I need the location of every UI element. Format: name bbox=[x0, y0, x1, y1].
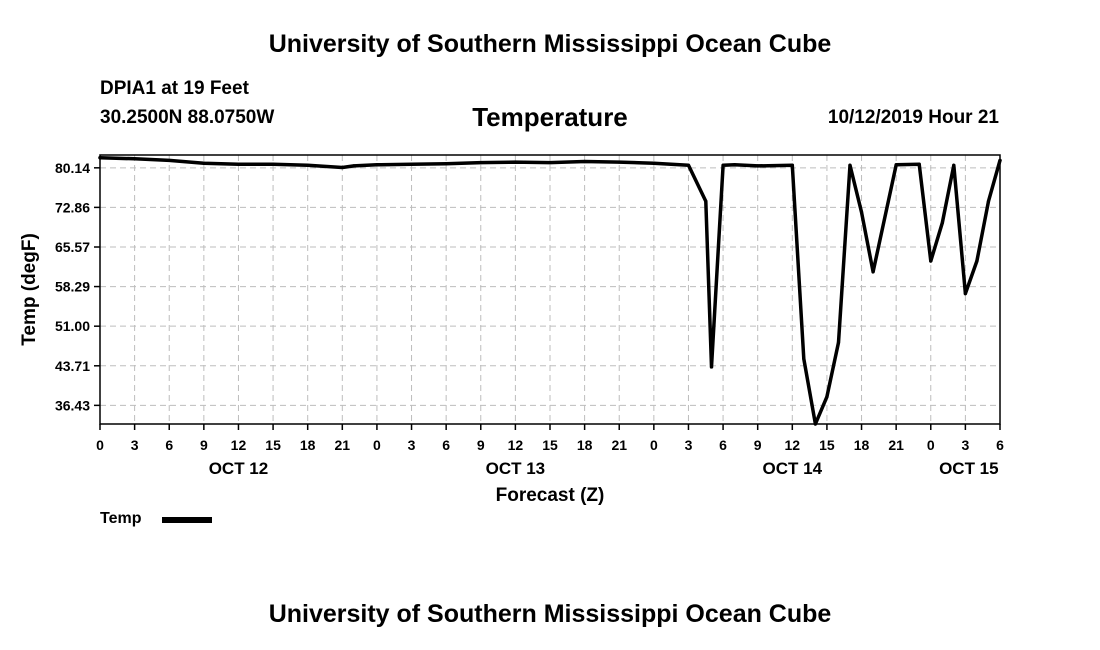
y-tick-label: 51.00 bbox=[55, 318, 90, 334]
day-label: OCT 15 bbox=[939, 459, 999, 478]
x-tick-label: 6 bbox=[442, 437, 450, 453]
data-point bbox=[859, 210, 864, 214]
data-point bbox=[836, 340, 841, 345]
x-tick-label: 3 bbox=[961, 437, 969, 453]
data-point bbox=[975, 259, 979, 263]
chart-title: Temperature bbox=[472, 102, 628, 132]
y-tick-label: 65.57 bbox=[55, 239, 90, 255]
x-tick-label: 0 bbox=[373, 437, 381, 453]
day-label: OCT 14 bbox=[763, 459, 823, 478]
data-point bbox=[98, 156, 102, 160]
data-point bbox=[894, 163, 898, 167]
data-point bbox=[167, 158, 171, 163]
x-tick-label: 0 bbox=[96, 437, 104, 453]
data-point bbox=[583, 159, 587, 164]
x-tick-label: 6 bbox=[165, 437, 173, 453]
data-point bbox=[479, 161, 483, 165]
y-tick-label: 58.29 bbox=[55, 279, 90, 295]
y-tick-label: 80.14 bbox=[55, 160, 90, 176]
data-point bbox=[271, 162, 275, 166]
station-coords: 30.2500N 88.0750W bbox=[100, 107, 275, 128]
label-layer: 36.43 43.71 51.00 58.29 65.57 72.86 80.14 0 3 6 9 1… bbox=[19, 160, 1004, 506]
x-tick-label: 0 bbox=[650, 437, 658, 453]
data-point bbox=[721, 163, 725, 167]
data-point bbox=[917, 162, 921, 166]
forecast-timestamp: 10/12/2019 Hour 21 bbox=[827, 107, 999, 128]
data-point bbox=[790, 163, 794, 167]
data-point bbox=[940, 221, 944, 225]
x-tick-label: 12 bbox=[231, 437, 247, 453]
org-title-top: University of Southern Mississippi Ocean… bbox=[268, 30, 832, 58]
x-tick-label: 21 bbox=[611, 437, 627, 453]
data-point bbox=[202, 161, 206, 165]
station-label: DPIA1 at 19 Feet bbox=[100, 78, 249, 99]
x-tick-label: 18 bbox=[854, 437, 870, 453]
series-layer bbox=[98, 155, 1002, 426]
x-tick-label: 6 bbox=[996, 437, 1004, 453]
data-point bbox=[704, 199, 708, 203]
data-point bbox=[825, 395, 829, 399]
x-tick-label: 18 bbox=[577, 437, 593, 453]
data-point bbox=[813, 422, 817, 426]
data-point bbox=[513, 160, 517, 164]
x-tick-label: 3 bbox=[685, 437, 693, 453]
legend-swatch bbox=[162, 517, 212, 523]
x-tick-label: 21 bbox=[335, 437, 351, 453]
legend-label: Temp bbox=[100, 510, 142, 527]
x-tick-label: 0 bbox=[927, 437, 935, 453]
axes-layer bbox=[94, 154, 1001, 430]
x-tick-label: 15 bbox=[542, 437, 558, 453]
data-point bbox=[686, 163, 691, 167]
x-tick-label: 15 bbox=[265, 437, 281, 453]
y-tick-label: 72.86 bbox=[55, 199, 90, 215]
y-tick-label: 36.43 bbox=[55, 397, 90, 413]
org-title-bottom: University of Southern Mississippi Ocean… bbox=[268, 600, 832, 628]
grid-layer bbox=[100, 155, 1000, 424]
data-point bbox=[617, 160, 621, 164]
data-point bbox=[444, 162, 448, 166]
x-tick-label: 21 bbox=[888, 437, 904, 453]
data-point bbox=[998, 158, 1002, 163]
data-point bbox=[871, 270, 875, 274]
data-point bbox=[352, 164, 356, 168]
x-tick-label: 12 bbox=[508, 437, 524, 453]
data-point bbox=[963, 291, 967, 296]
x-tick-label: 12 bbox=[785, 437, 801, 453]
x-tick-label: 18 bbox=[300, 437, 316, 453]
data-point bbox=[652, 161, 656, 165]
data-point bbox=[848, 163, 852, 167]
day-label: OCT 12 bbox=[209, 459, 269, 478]
data-point bbox=[409, 162, 414, 166]
x-axis-title: Forecast (Z) bbox=[496, 485, 605, 506]
data-point bbox=[133, 157, 137, 161]
data-point bbox=[548, 161, 552, 165]
x-tick-label: 9 bbox=[200, 437, 208, 453]
data-point bbox=[756, 164, 760, 168]
x-tick-label: 9 bbox=[477, 437, 485, 453]
data-point bbox=[236, 162, 241, 166]
data-point bbox=[375, 163, 379, 167]
data-point bbox=[709, 365, 714, 369]
y-axis-title: Temp (degF) bbox=[19, 233, 40, 346]
data-point bbox=[802, 357, 806, 361]
data-point bbox=[952, 163, 956, 167]
day-label: OCT 13 bbox=[486, 459, 546, 478]
y-tick-label: 43.71 bbox=[55, 358, 90, 374]
x-tick-label: 6 bbox=[719, 437, 727, 453]
x-tick-label: 3 bbox=[408, 437, 416, 453]
plot-frame bbox=[99, 154, 1001, 425]
x-tick-label: 3 bbox=[131, 437, 139, 453]
data-point bbox=[929, 259, 933, 263]
data-point bbox=[306, 163, 310, 167]
data-point bbox=[986, 199, 991, 203]
data-point bbox=[733, 163, 737, 167]
data-point bbox=[340, 165, 344, 170]
x-tick-label: 9 bbox=[754, 437, 762, 453]
x-tick-label: 15 bbox=[819, 437, 835, 453]
